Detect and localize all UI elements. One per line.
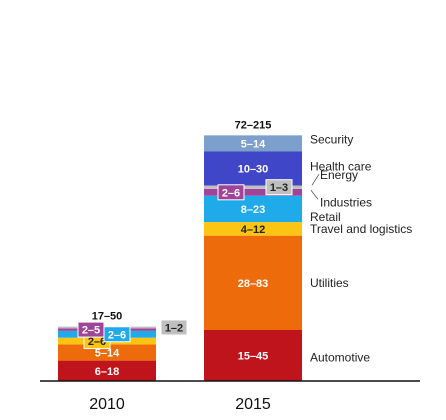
value-label-2010-retail: 2–6	[108, 329, 126, 341]
value-label-2015-travel-and-logistics: 4–12	[241, 224, 265, 236]
value-label-2015-retail: 8–23	[241, 204, 265, 216]
leader-line-industries	[310, 190, 319, 200]
value-label-2015-utilities: 28–83	[238, 278, 269, 290]
bar-2015-security	[204, 135, 302, 152]
category-label-health-care: Health care	[310, 160, 372, 174]
x-tick-2010: 2010	[89, 396, 125, 413]
category-label-industries: Industries	[320, 195, 372, 209]
value-label-2010-travel-and-logistics: 2–6	[88, 336, 106, 348]
label-box-2015-industries	[217, 184, 245, 201]
total-label-2010: 17–50	[92, 311, 123, 323]
value-label-2015-health-care: 10–30	[238, 164, 269, 176]
bar-2010-automotive	[58, 360, 156, 381]
bar-totals: 17–50 72–215	[92, 119, 272, 322]
category-label-retail: Retail	[310, 210, 341, 224]
value-label-2010-automotive: 6–18	[95, 366, 119, 378]
label-box-2010-energy	[160, 319, 188, 336]
segment-labels: 6–185–142–62–62–5 1–215–4528–834–128–232–…	[77, 138, 293, 378]
value-label-2015-automotive: 15–45	[238, 351, 269, 363]
bar-2015-travel-and-logistics	[204, 222, 302, 236]
label-box-2010-industries	[77, 321, 105, 338]
category-label-travel-and-logistics: Travel and logistics	[310, 222, 412, 236]
value-label-2015-industries: 2–6	[222, 187, 240, 199]
bar-2015-industries	[204, 188, 302, 196]
category-label-energy: Energy	[320, 168, 358, 182]
label-box-2015-energy	[265, 179, 293, 196]
total-label-2015: 72–215	[235, 119, 272, 131]
category-label-utilities: Utilities	[310, 276, 349, 290]
category-labels: Automotive Utilities Travel and logisticsR…	[310, 132, 412, 364]
x-axis-labels: 2010 2015	[89, 396, 271, 413]
category-label-automotive: Automotive	[310, 351, 370, 365]
x-tick-2015: 2015	[235, 396, 271, 413]
bar-2015-energy	[204, 185, 302, 189]
value-label-2010-utilities: 5–14	[95, 348, 120, 360]
bar-2015-automotive	[204, 330, 302, 381]
value-label-2010-energy: 1–2	[165, 322, 183, 334]
leader-line-energy	[311, 173, 320, 186]
value-label-2010-industries: 2–5	[82, 325, 100, 337]
bar-2010-utilities	[58, 344, 156, 361]
value-label-2015-energy: 1–3	[270, 182, 288, 194]
bar-2015-utilities	[204, 235, 302, 330]
value-label-2015-security: 5–14	[241, 138, 266, 150]
category-label-security: Security	[310, 132, 353, 146]
